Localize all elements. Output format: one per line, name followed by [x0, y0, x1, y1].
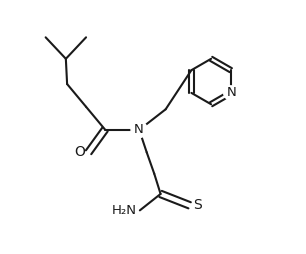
Text: H₂N: H₂N — [112, 204, 136, 217]
Text: S: S — [193, 198, 202, 212]
Circle shape — [131, 121, 147, 138]
Text: N: N — [226, 86, 236, 99]
Circle shape — [224, 86, 238, 100]
Text: N: N — [134, 123, 144, 136]
Text: O: O — [75, 145, 86, 159]
